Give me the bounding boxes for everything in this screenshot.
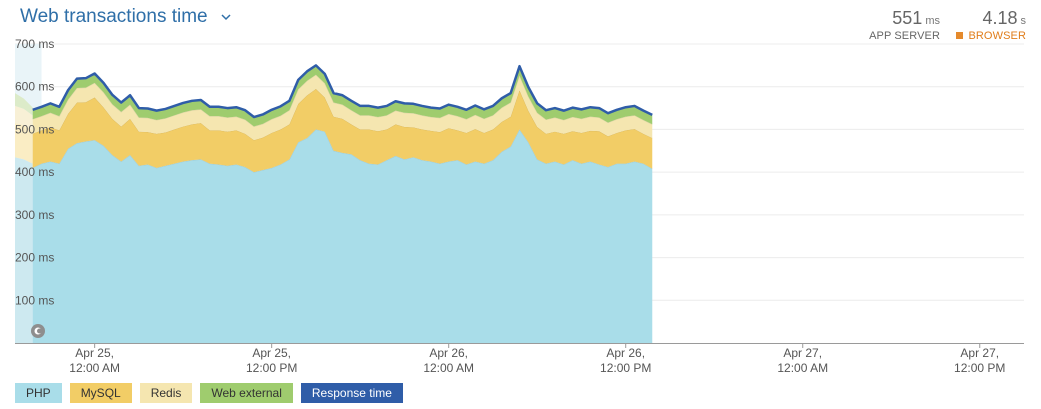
legend-item-php[interactable]: PHP [15,383,62,403]
legend-item-web-external[interactable]: Web external [200,383,293,403]
x-tick-label: Apr 26, [429,346,468,360]
x-tick-label: 12:00 AM [423,361,474,375]
area-mysql [32,88,653,173]
x-tick-label: Apr 27, [783,346,822,360]
faded-area-web-external [15,93,33,116]
reset-zoom-icon[interactable] [31,324,45,338]
legend-item-response-time[interactable]: Response time [300,383,403,403]
faded-area-php [15,157,33,343]
browser-color-square [956,32,964,39]
browser-label-row: BROWSER [956,30,1026,42]
y-tick-label: 400 ms [15,165,54,179]
area-php [32,129,653,343]
y-tick-label: 700 ms [15,37,54,51]
browser-value: 4.18 [982,8,1018,28]
app-server-unit: ms [925,15,940,27]
x-tick-label: 12:00 AM [777,361,828,375]
legend: PHP MySQL Redis Web external Response time [15,383,403,403]
y-tick-label: 300 ms [15,208,54,222]
legend-item-mysql[interactable]: MySQL [69,383,132,403]
x-tick-label: 12:00 AM [69,361,120,375]
chevron-down-icon[interactable] [220,11,232,23]
area-layer [32,64,653,343]
y-tick-label: 600 ms [15,80,54,94]
x-tick-label: Apr 26, [606,346,645,360]
browser-unit: s [1020,15,1027,27]
app-server-value: 551 [892,8,923,28]
x-tick-label: Apr 25, [252,346,291,360]
x-tick-label: 12:00 PM [600,361,651,375]
area-redis [32,74,653,141]
faded-area-redis [15,105,33,131]
line-layer [32,64,653,119]
browser-stat: 4.18 s BROWSER [956,8,1026,42]
axis-layer: 100 ms 200 ms 300 ms 400 ms 500 ms 600 ms 700 … [15,37,1024,375]
browser-label: BROWSER [968,30,1026,42]
y-tick-label: 100 ms [15,293,54,307]
x-tick-label: 12:00 PM [246,361,297,375]
y-tick-label: 200 ms [15,251,54,265]
app-server-stat: 551 ms APP SERVER [869,8,940,42]
y-tick-label: 500 ms [15,122,54,136]
legend-item-redis[interactable]: Redis [139,383,193,403]
app-server-label: APP SERVER [869,30,940,42]
x-tick-label: 12:00 PM [954,361,1005,375]
x-tick-label: Apr 27, [960,346,999,360]
response-time-line [32,64,653,119]
chart-title: Web transactions time [20,6,208,27]
faded-area-mysql [15,123,33,164]
x-tick-label: Apr 25, [75,346,114,360]
